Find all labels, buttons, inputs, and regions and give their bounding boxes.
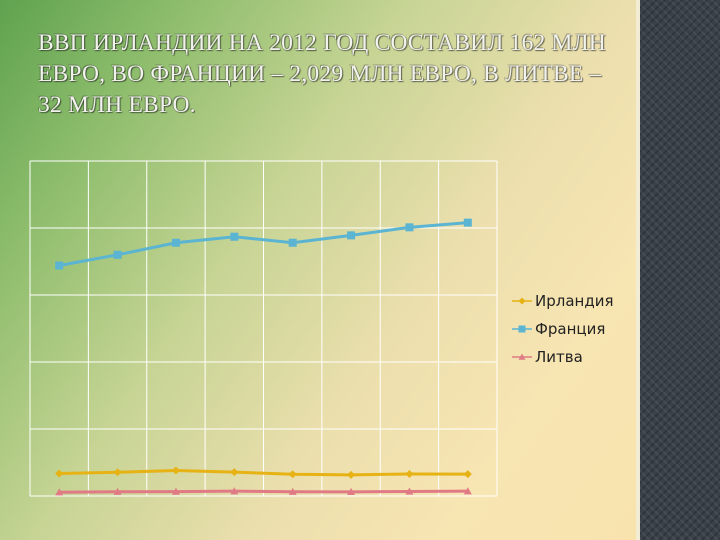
data-point-diamond (288, 470, 297, 479)
data-point-square (463, 218, 472, 227)
line-chart: Ирландия Франция Литва (29, 160, 614, 497)
data-point-triangle (55, 488, 64, 496)
data-point-triangle (518, 353, 526, 360)
data-point-triangle (171, 487, 180, 495)
chart-grid (29, 160, 498, 497)
chart-legend: Ирландия Франция Литва (512, 292, 613, 366)
decorative-side-panel (640, 0, 720, 540)
legend-item: Литва (512, 348, 583, 366)
series-line (59, 489, 468, 494)
series-0 (55, 466, 472, 479)
data-point-triangle (230, 487, 239, 495)
data-point-diamond (171, 466, 180, 475)
data-point-triangle (347, 487, 356, 496)
slide-background (0, 0, 640, 540)
legend-item: Ирландия (512, 292, 613, 310)
data-point-diamond (113, 468, 122, 477)
chart-series (55, 218, 472, 496)
data-point-square (405, 223, 414, 232)
data-point-square (518, 325, 526, 333)
data-point-triangle (463, 487, 472, 495)
legend-label: Франция (535, 320, 605, 338)
data-point-square (230, 232, 239, 241)
data-point-square (347, 231, 356, 240)
series-line (58, 221, 468, 267)
series-1 (55, 218, 472, 270)
data-point-triangle (113, 487, 122, 495)
data-point-square (288, 238, 297, 247)
data-point-diamond (230, 468, 239, 477)
data-point-square (55, 261, 64, 270)
data-point-square (171, 238, 180, 247)
data-point-triangle (288, 487, 297, 495)
data-point-triangle (405, 487, 414, 495)
data-point-diamond (55, 469, 64, 478)
series-line (59, 469, 468, 477)
series-2 (55, 487, 472, 496)
side-panel-edge (636, 0, 640, 540)
slide-title: ВВП ИРЛАНДИИ НА 2012 ГОД СОСТАВИЛ 162 МЛ… (38, 30, 606, 118)
data-point-diamond (405, 470, 414, 479)
data-point-square (113, 250, 122, 259)
legend-label: Ирландия (535, 292, 613, 310)
legend-item: Франция (512, 320, 605, 338)
data-point-diamond (347, 470, 356, 479)
data-point-diamond (518, 297, 526, 305)
legend-label: Литва (535, 348, 583, 366)
data-point-diamond (463, 470, 472, 479)
